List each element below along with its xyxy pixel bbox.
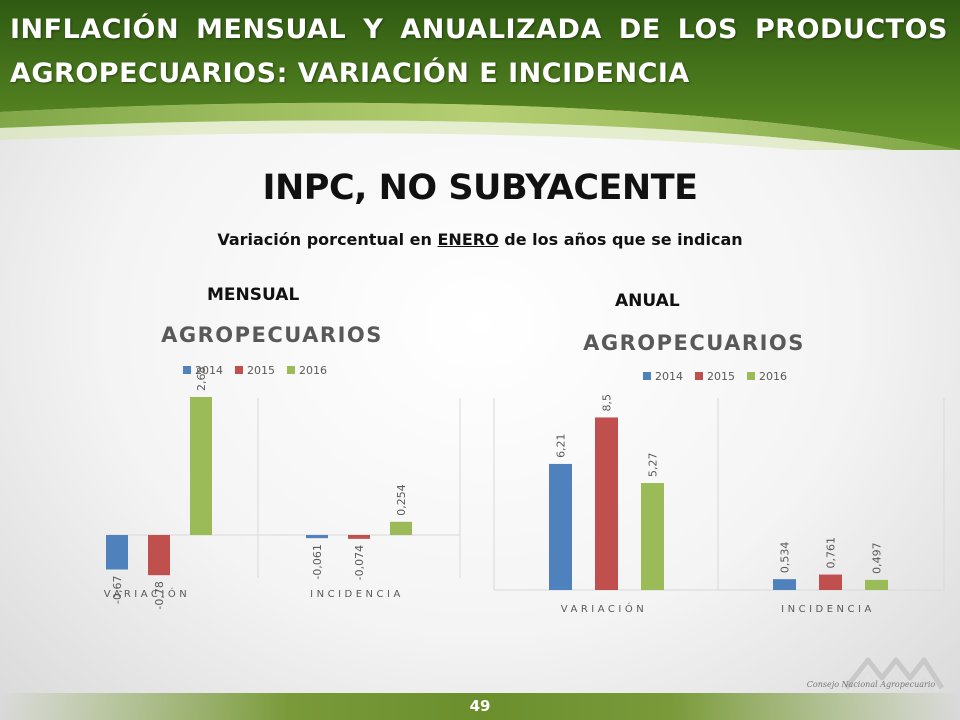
chart2-category-label-0: VARIACIÓN [561, 602, 647, 615]
chart1-data-label-1-2015: -0,074 [353, 545, 366, 580]
chart1-data-label-0-2016: 2,68 [195, 366, 208, 391]
chart1-legend-swatch-2014 [183, 366, 191, 374]
subheading-pre: Variación porcentual en [217, 230, 438, 249]
chart1-bar-1-2016 [390, 521, 412, 535]
chart1-legend-swatch-2015 [235, 366, 243, 374]
chart1-bar-0-2014 [106, 535, 128, 570]
chart1-data-label-1-2016: 0,254 [395, 484, 408, 516]
slide-heading: INPC, NO SUBYACENTE [262, 168, 698, 208]
chart1-bar-0-2016 [190, 396, 212, 535]
chart2-legend-swatch-2015 [695, 372, 703, 380]
chart1-data-label-0-2014: -0,67 [111, 576, 124, 604]
logo-icon [844, 657, 945, 693]
chart2-legend-swatch-2016 [747, 372, 755, 380]
chart1-legend-label-2016: 2016 [299, 364, 327, 377]
chart2-legend-swatch-2014 [643, 372, 651, 380]
chart2-legend-label-2014: 2014 [655, 370, 683, 383]
chart2-data-label-1-2014: 0,534 [779, 542, 792, 574]
chart1-legend-swatch-2016 [287, 366, 295, 374]
chart2-title: AGROPECUARIOS [583, 331, 805, 355]
chart2-legend-label-2015: 2015 [707, 370, 735, 383]
subheading-month: ENERO [437, 230, 499, 249]
footer-band [0, 693, 960, 720]
mensual-label: MENSUAL [207, 285, 300, 305]
chart2-data-label-0-2015: 8,5 [601, 394, 614, 412]
chart2-category-label-1: INCIDENCIA [781, 604, 875, 615]
chart1-bar-0-2015 [148, 535, 170, 576]
anual-label: ANUAL [615, 291, 680, 311]
chart2-bar-0-2016 [641, 483, 664, 590]
chart1-bar-1-2014 [306, 535, 328, 539]
chart1-data-label-1-2014: -0,061 [311, 544, 324, 579]
chart1-data-label-0-2015: -0,78 [153, 581, 166, 609]
chart2-data-label-1-2016: 0,497 [871, 542, 884, 574]
chart1-legend-label-2015: 2015 [247, 364, 275, 377]
slide-subheading: Variación porcentual en ENERO de los año… [0, 230, 960, 249]
chart1-legend-label-2014: 2014 [195, 364, 223, 377]
slide-title: INFLACIÓN MENSUAL Y ANUALIZADA DE LOS PR… [10, 14, 948, 89]
chart2-bar-1-2015 [819, 574, 842, 590]
chart1-category-label-0: VARIACIÓN [104, 587, 190, 600]
chart2-data-label-0-2016: 5,27 [647, 453, 660, 478]
chart2-data-label-1-2015: 0,761 [825, 537, 838, 569]
title-banner: INFLACIÓN MENSUAL Y ANUALIZADA DE LOS PR… [0, 0, 960, 150]
chart2-bar-0-2015 [595, 417, 618, 590]
page-number: 49 [469, 697, 491, 715]
subheading-post: de los años que se indican [498, 230, 743, 249]
chart2-bar-1-2016 [865, 579, 888, 590]
chart2-data-label-0-2014: 6,21 [555, 433, 568, 458]
chart2-legend-label-2016: 2016 [759, 370, 787, 383]
logo-text: Consejo Nacional Agropecuario [806, 680, 936, 689]
chart1-title: AGROPECUARIOS [161, 323, 383, 347]
chart2-bar-0-2014 [549, 463, 572, 590]
chart1-bar-1-2015 [348, 535, 370, 539]
chart1-category-label-1: INCIDENCIA [310, 589, 404, 600]
chart2-bar-1-2014 [773, 579, 796, 590]
